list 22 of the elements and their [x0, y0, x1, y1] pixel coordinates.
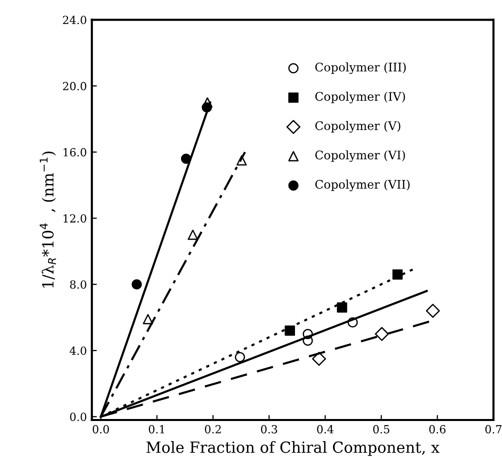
y-tick-label: 16.0: [64, 148, 86, 156]
legend-label: Copolymer (VI): [315, 150, 405, 162]
x-tick-label: 0.2: [204, 425, 221, 434]
y-tick-label: 12.0: [64, 214, 86, 223]
y-tick-label: 20.0: [63, 82, 86, 90]
y-tick-label: 24.0: [63, 16, 86, 24]
legend-label: Copolymer (V): [315, 121, 400, 133]
y-tick-label: 8.0: [70, 280, 86, 289]
x-tick-label: 0.7: [485, 425, 502, 434]
legend-label: Copolymer (IV): [315, 92, 405, 104]
legend-label: Copolymer (VII): [315, 180, 410, 192]
x-tick-label: 0.5: [373, 425, 390, 434]
y-tick-label: 4.0: [70, 346, 86, 355]
x-axis-title: Mole Fraction of Chiral Component, x: [146, 441, 440, 456]
x-tick-label: 0.1: [148, 425, 164, 434]
y-tick-label: 0.0: [70, 412, 86, 422]
x-tick-label: 0.6: [429, 425, 446, 434]
x-tick-label: 0.0: [92, 425, 109, 434]
x-tick-label: 0.3: [261, 425, 278, 434]
x-tick-label: 0.4: [317, 425, 334, 434]
y-axis-title: 1/λ$_{R}$*10$^{4}$ , (nm$^{−1}$): [40, 152, 56, 288]
legend-label: Copolymer (III): [315, 62, 406, 74]
